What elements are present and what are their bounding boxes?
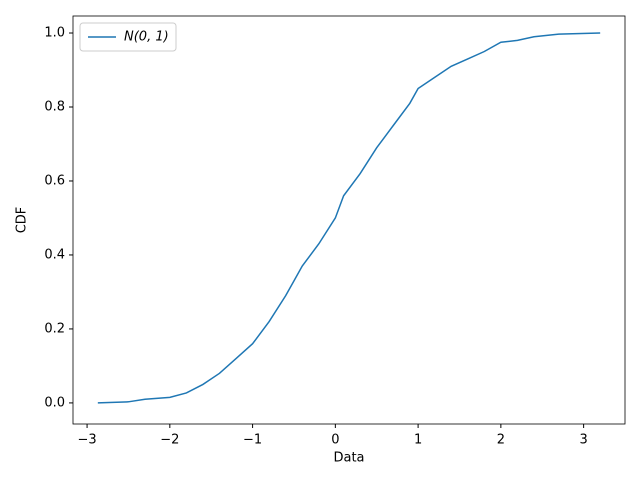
x-tick-label: −3 (77, 433, 96, 448)
x-tick-label: −2 (160, 433, 179, 448)
x-tick-label: 3 (579, 433, 587, 448)
x-axis-label: Data (333, 451, 364, 466)
plot-frame (72, 15, 626, 425)
x-tick-label: 0 (331, 433, 339, 448)
x-tick-label: 2 (497, 433, 505, 448)
y-tick-label: 0.0 (44, 395, 65, 410)
y-tick-label: 0.8 (44, 99, 65, 114)
y-tick-label: 0.6 (44, 173, 65, 188)
y-tick-label: 1.0 (44, 26, 65, 41)
legend-label: N(0, 1) (124, 30, 169, 45)
cdf-line (97, 32, 601, 404)
y-axis-label: CDF (15, 207, 30, 234)
legend-box (79, 22, 177, 52)
y-tick-label: 0.4 (44, 247, 65, 262)
x-tick-label: 1 (414, 433, 422, 448)
x-tick-label: −1 (243, 433, 262, 448)
y-tick-label: 0.2 (44, 321, 65, 336)
